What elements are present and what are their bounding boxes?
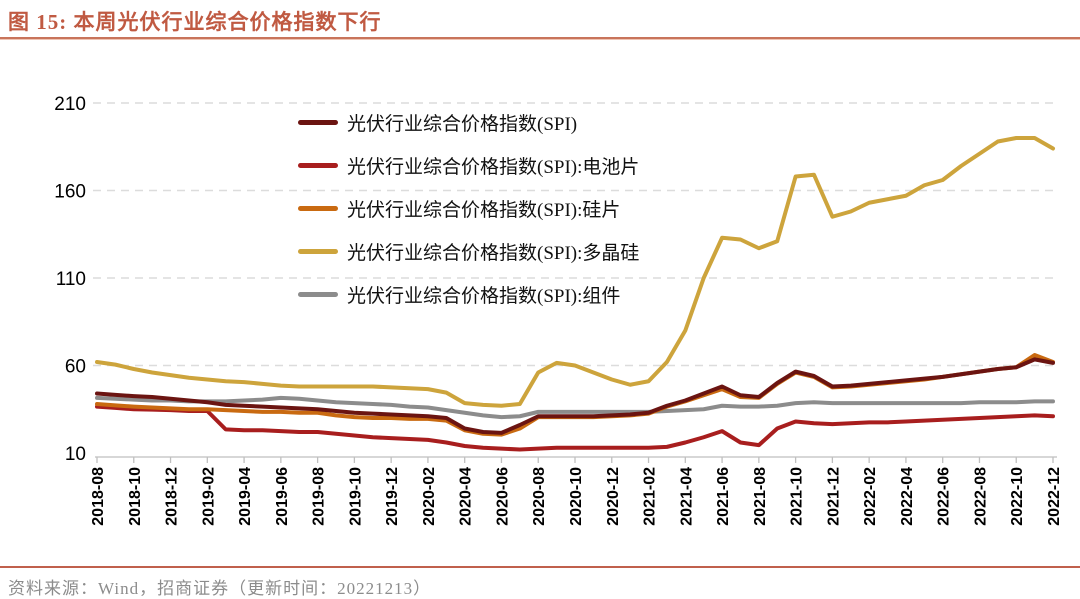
legend-item: 光伏行业综合价格指数(SPI):组件 <box>298 273 639 316</box>
legend-item: 光伏行业综合价格指数(SPI):硅片 <box>298 187 639 230</box>
chart-legend: 光伏行业综合价格指数(SPI) 光伏行业综合价格指数(SPI):电池片 光伏行业综合… <box>298 101 639 316</box>
y-tick-label: 110 <box>56 269 86 290</box>
series-line <box>95 395 1055 420</box>
x-tick-label: 2020-02 <box>421 467 438 526</box>
x-tick-label: 2019-12 <box>384 467 401 526</box>
x-tick-label: 2019-04 <box>237 467 254 526</box>
y-tick-label: 210 <box>54 94 86 115</box>
legend-swatch <box>298 163 338 168</box>
legend-item: 光伏行业综合价格指数(SPI):电池片 <box>298 144 639 187</box>
y-tick-label: 160 <box>54 182 86 203</box>
x-tick-label: 2021-04 <box>678 467 695 526</box>
legend-item: 光伏行业综合价格指数(SPI):多晶硅 <box>298 230 639 273</box>
x-tick-label: 2021-06 <box>715 467 732 526</box>
legend-label: 光伏行业综合价格指数(SPI):硅片 <box>347 200 621 221</box>
x-tick-label: 2020-06 <box>494 467 511 526</box>
legend-item: 光伏行业综合价格指数(SPI) <box>298 101 639 144</box>
legend-label: 光伏行业综合价格指数(SPI):电池片 <box>347 157 640 178</box>
x-tick-label: 2020-08 <box>531 467 548 526</box>
x-tick-label: 2022-02 <box>862 467 879 526</box>
chart-container: 10 60 110 160 210 2018-08 2018-10 2018-12 2019-0… <box>0 45 1080 565</box>
x-tick-label: 2021-10 <box>789 467 806 526</box>
legend-swatch <box>298 120 338 125</box>
spi-price-index-chart: 10 60 110 160 210 2018-08 2018-10 2018-12 2019-0… <box>54 94 1063 526</box>
x-tick-label: 2018-08 <box>90 467 107 526</box>
footer-rule <box>0 566 1080 568</box>
legend-swatch <box>298 249 338 254</box>
x-tick-label: 2022-12 <box>1046 467 1063 526</box>
series-line <box>95 136 1055 408</box>
footer-source: 资料来源：Wind，招商证券（更新时间：20221213） <box>8 579 432 598</box>
legend-label: 光伏行业综合价格指数(SPI):多晶硅 <box>347 243 640 264</box>
series-line <box>95 404 1055 452</box>
legend-label: 光伏行业综合价格指数(SPI) <box>347 114 578 135</box>
x-tick-label: 2019-02 <box>200 467 217 526</box>
legend-label: 光伏行业综合价格指数(SPI):组件 <box>347 286 621 307</box>
x-tick-label: 2018-10 <box>127 467 144 526</box>
legend-swatch <box>298 206 338 211</box>
x-tick-label: 2020-04 <box>458 467 475 526</box>
page-title: 图 15: 本周光伏行业综合价格指数下行 <box>8 10 382 34</box>
legend-swatch <box>298 292 338 297</box>
x-tick-label: 2022-08 <box>972 467 989 526</box>
x-tick-label: 2021-12 <box>825 467 842 526</box>
y-tick-label: 60 <box>65 357 86 378</box>
x-tick-label: 2021-02 <box>642 467 659 526</box>
x-tick-label: 2019-10 <box>347 467 364 526</box>
x-tick-label: 2022-04 <box>899 467 916 526</box>
x-tick-label: 2019-08 <box>311 467 328 526</box>
x-tick-label: 2020-10 <box>568 467 585 526</box>
x-tick-label: 2022-10 <box>1009 467 1026 526</box>
y-tick-label: 10 <box>65 444 86 465</box>
title-rule <box>0 37 1080 40</box>
x-tick-label: 2022-06 <box>936 467 953 526</box>
x-tick-label: 2018-12 <box>164 467 181 526</box>
x-tick-label: 2020-12 <box>605 467 622 526</box>
x-tick-label: 2019-06 <box>274 467 291 526</box>
x-tick-label: 2021-08 <box>752 467 769 526</box>
series-line <box>95 357 1055 435</box>
